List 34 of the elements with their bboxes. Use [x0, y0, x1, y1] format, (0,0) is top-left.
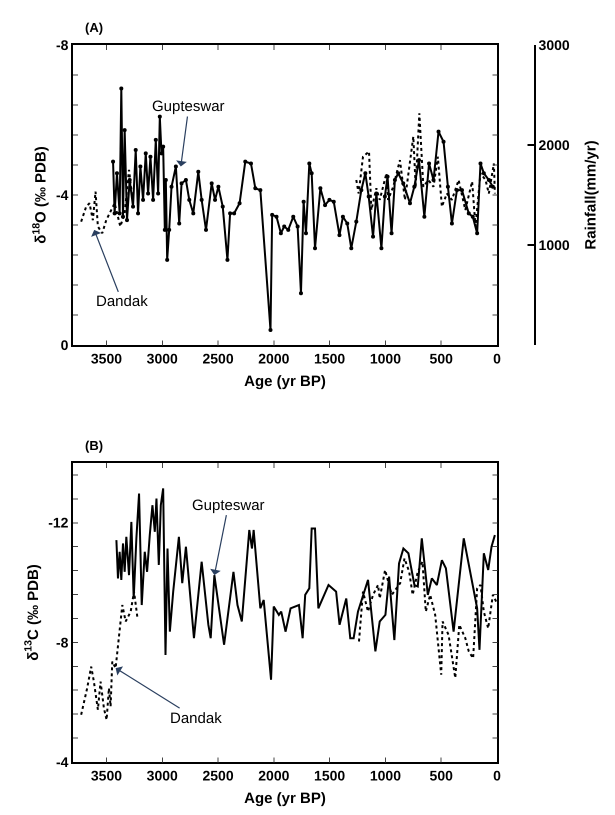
x-tick-label: 1000 — [370, 768, 402, 784]
x-tick-label: 1500 — [314, 350, 346, 367]
annotation: Gupteswar — [192, 497, 265, 514]
y-tick-label: -4 — [56, 754, 69, 770]
x-tick-label: 3500 — [90, 768, 122, 784]
y-tick-label: -8 — [56, 634, 69, 650]
x-tick-label: 2000 — [258, 350, 290, 367]
y-tick-label: 0 — [60, 336, 69, 353]
x-axis-title: Age (yr BP) — [244, 373, 326, 390]
annotation: Dandak — [170, 710, 222, 727]
x-tick-label: 500 — [430, 768, 454, 784]
chart-title: (A) — [85, 20, 104, 35]
chart-title: (B) — [85, 438, 104, 453]
x-tick-label: 3000 — [146, 768, 178, 784]
y-tick-label: -12 — [48, 514, 69, 531]
x-tick-label: 2500 — [202, 350, 234, 367]
y2-tick-label: 1000 — [538, 236, 570, 253]
x-tick-label: 0 — [493, 768, 502, 784]
x-tick-label: 0 — [493, 350, 502, 367]
annotation: Gupteswar — [152, 98, 225, 115]
y2-tick-label: 3000 — [538, 36, 570, 53]
x-tick-label: 2000 — [258, 768, 290, 784]
y-tick-label: -4 — [56, 186, 69, 203]
annotation: Dandak — [96, 293, 148, 310]
x-tick-label: 1500 — [314, 768, 346, 784]
y-tick-label: -8 — [56, 36, 69, 53]
x-tick-label: 500 — [430, 350, 454, 367]
x-tick-label: 1000 — [370, 350, 402, 367]
x-tick-label: 2500 — [202, 768, 234, 784]
x-tick-label: 3500 — [90, 350, 122, 367]
x-axis-title: Age (yr BP) — [244, 790, 326, 808]
y2-axis-title: Rainfall(mm/yr) — [582, 140, 600, 250]
x-tick-label: 3000 — [146, 350, 178, 367]
y2-tick-label: 2000 — [538, 136, 570, 153]
